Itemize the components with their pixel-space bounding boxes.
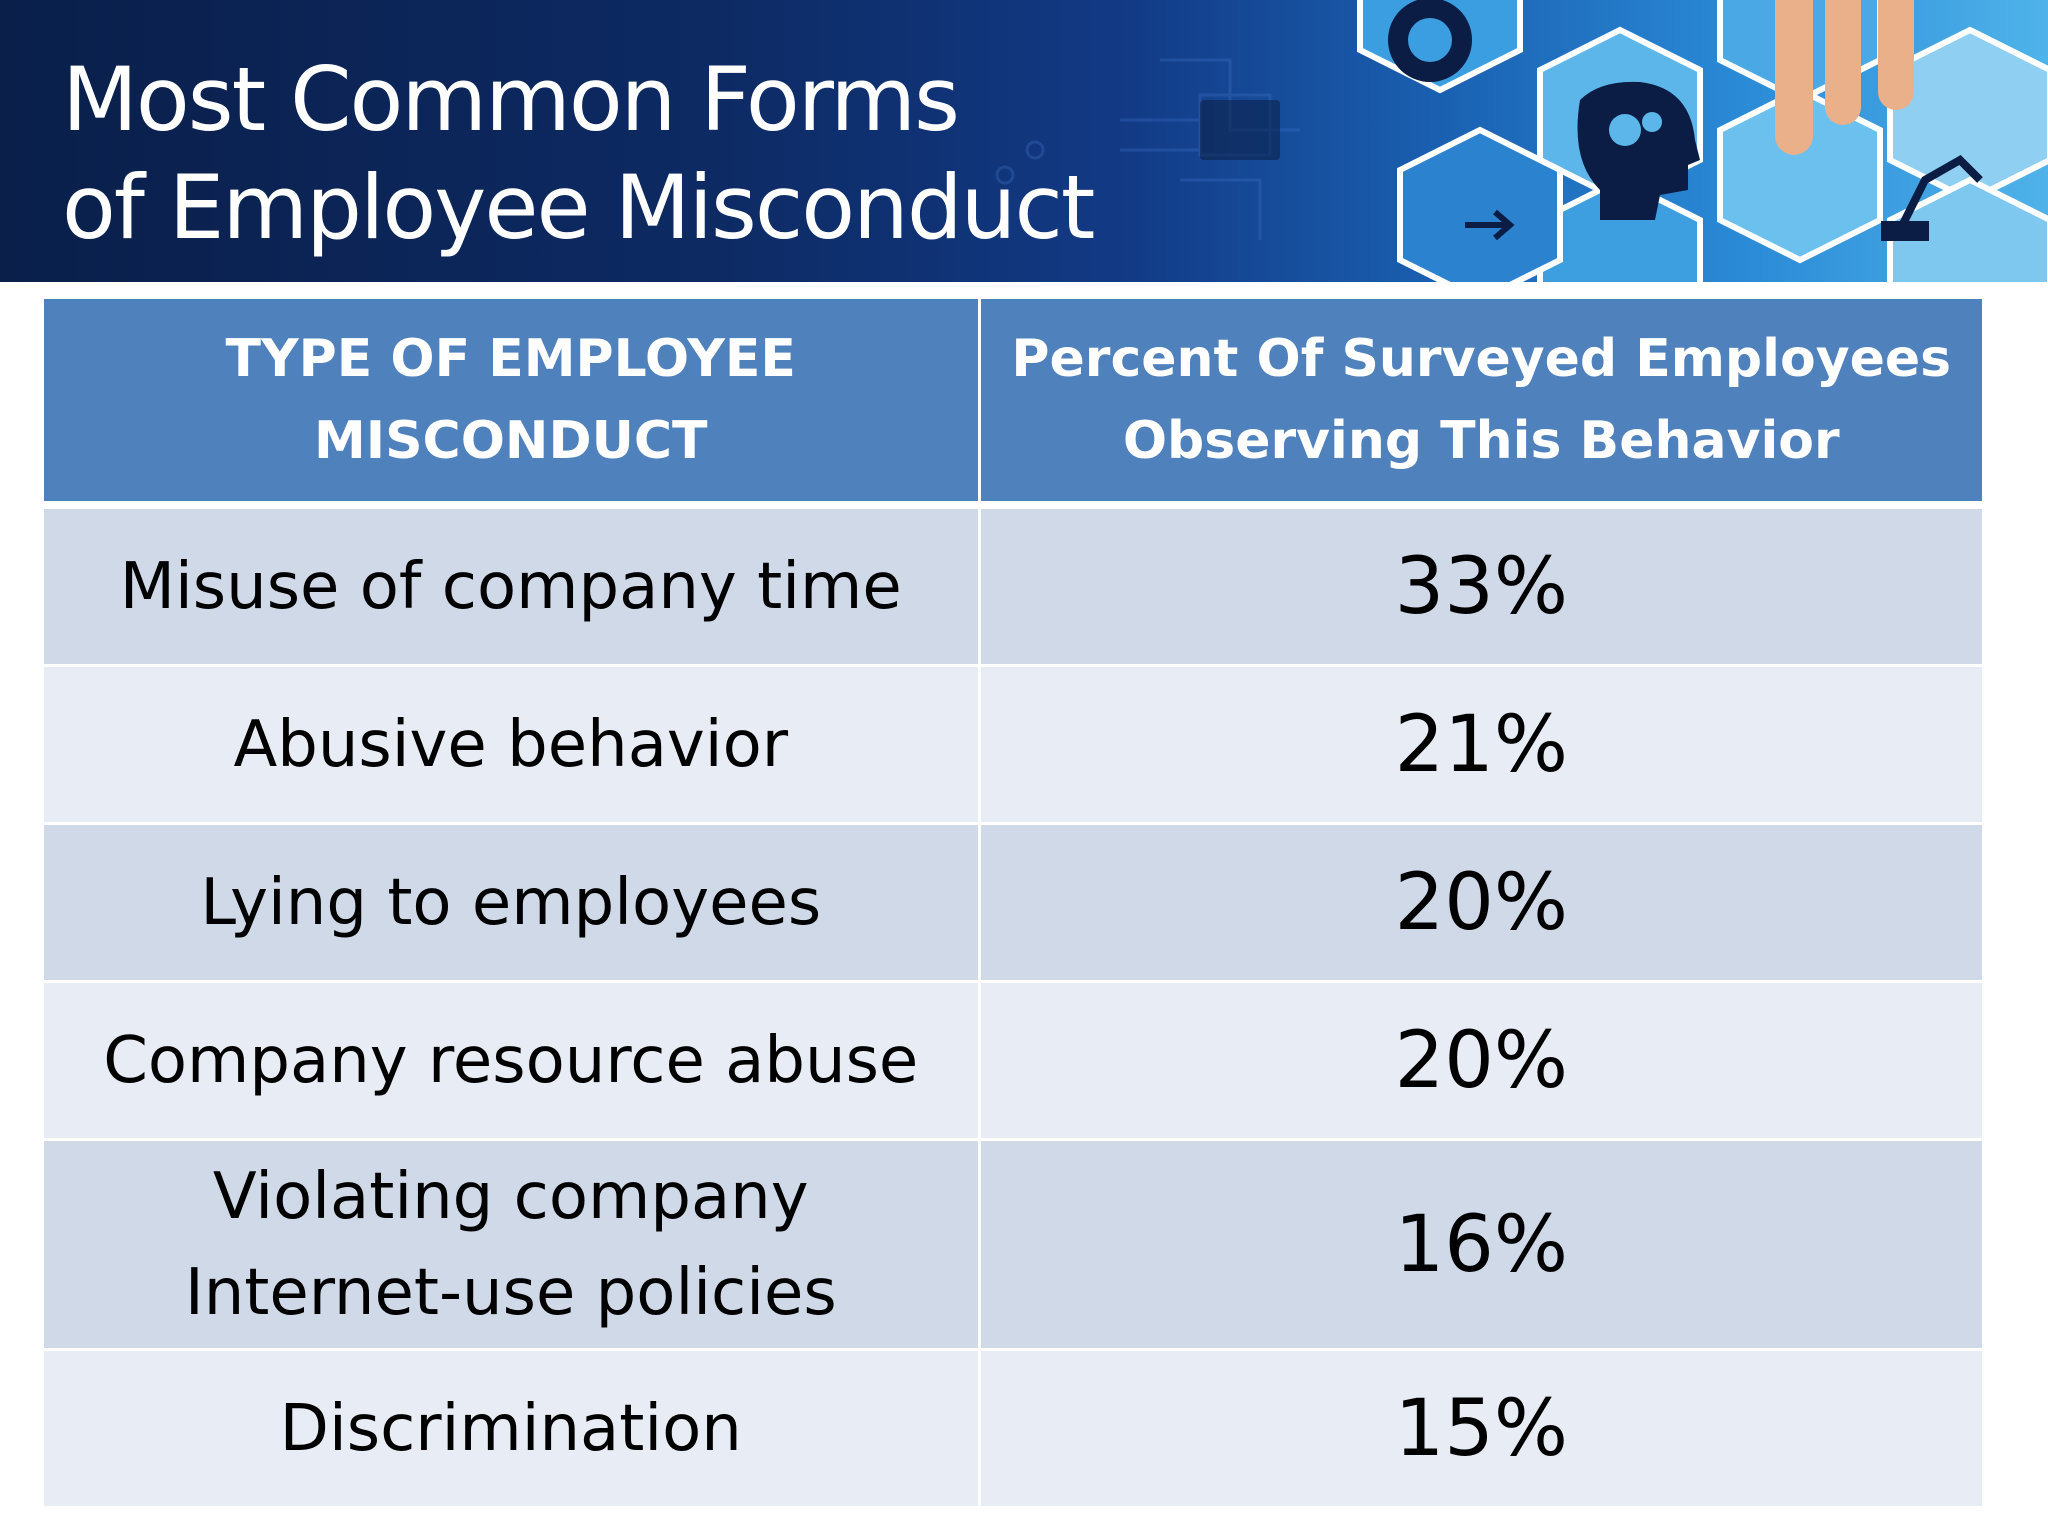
misconduct-type-cell: Company resource abuse — [44, 981, 981, 1141]
misconduct-type-label-line2: Internet-use policies — [184, 1255, 837, 1330]
title-banner: Most Common Forms of Employee Misconduct — [0, 0, 2048, 282]
misconduct-type-label: Misuse of company time — [119, 549, 902, 624]
misconduct-type-cell: Discrimination — [44, 1349, 981, 1509]
misconduct-type-cell: Lying to employees — [44, 823, 981, 983]
percent-cell: 15% — [979, 1349, 1982, 1509]
misconduct-table-wrapper: TYPE OF EMPLOYEE MISCONDUCT Percent Of S… — [44, 299, 1982, 1509]
table-header-row: TYPE OF EMPLOYEE MISCONDUCT Percent Of S… — [44, 299, 1982, 509]
percent-cell: 20% — [979, 981, 1982, 1141]
misconduct-type-label: Discrimination — [279, 1391, 742, 1466]
column-header-percent: Percent Of Surveyed Employees Observing … — [979, 299, 1982, 509]
column-header-type-line1: TYPE OF EMPLOYEE — [225, 329, 796, 389]
misconduct-type-cell: Misuse of company time — [44, 505, 981, 667]
circuit-chip-icon — [1200, 100, 1280, 160]
percent-cell: 33% — [979, 505, 1982, 667]
percent-cell: 16% — [979, 1139, 1982, 1351]
tech-banner-graphic — [995, 0, 2048, 282]
table-row: Abusive behavior 21% — [44, 665, 1982, 825]
column-header-percent-line2: Observing This Behavior — [1122, 411, 1840, 471]
misconduct-type-label: Lying to employees — [200, 865, 822, 940]
head-gears-icon — [1577, 81, 1700, 221]
table-row: Lying to employees 20% — [44, 823, 1982, 983]
column-header-type-line2: MISCONDUCT — [314, 411, 708, 471]
misconduct-type-label: Abusive behavior — [233, 707, 789, 782]
hand-icon — [1775, 0, 1914, 155]
column-header-type: TYPE OF EMPLOYEE MISCONDUCT — [44, 299, 981, 509]
misconduct-table: TYPE OF EMPLOYEE MISCONDUCT Percent Of S… — [44, 299, 1982, 1509]
percent-cell: 20% — [979, 823, 1982, 983]
column-header-percent-line1: Percent Of Surveyed Employees — [1011, 329, 1952, 389]
page-title-line2: of Employee Misconduct — [62, 156, 1095, 259]
table-row: Company resource abuse 20% — [44, 981, 1982, 1141]
page-title-line1: Most Common Forms — [62, 48, 960, 151]
misconduct-type-cell: Violating company Internet-use policies — [44, 1139, 981, 1351]
page-title: Most Common Forms of Employee Misconduct — [62, 46, 1095, 262]
table-row: Violating company Internet-use policies … — [44, 1139, 1982, 1351]
gear-icon — [1388, 0, 1472, 82]
table-row: Discrimination 15% — [44, 1349, 1982, 1509]
robot-arm-icon — [1881, 155, 1983, 241]
arrow-icon — [1465, 209, 1515, 241]
misconduct-type-label-line1: Violating company — [212, 1159, 809, 1234]
misconduct-type-label: Company resource abuse — [103, 1023, 919, 1098]
percent-cell: 21% — [979, 665, 1982, 825]
misconduct-type-cell: Abusive behavior — [44, 665, 981, 825]
table-row: Misuse of company time 33% — [44, 505, 1982, 667]
